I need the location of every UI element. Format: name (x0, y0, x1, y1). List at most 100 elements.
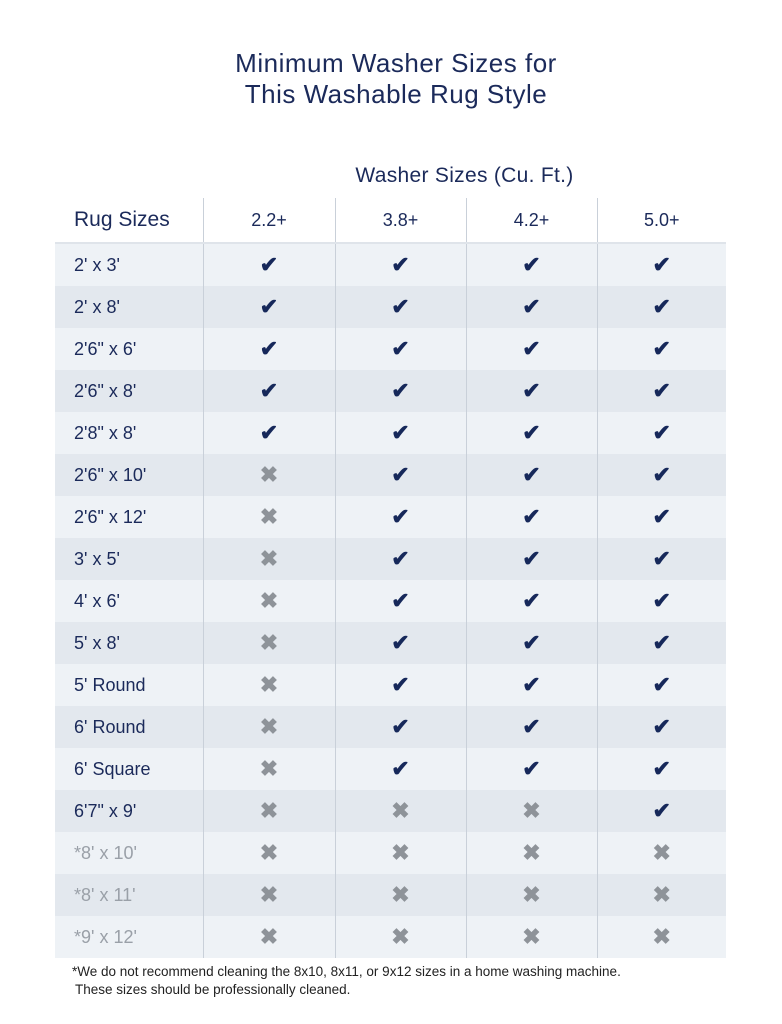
compatibility-cell: ✖ (202, 496, 335, 538)
rug-size-label: 6' Round (55, 706, 203, 748)
compatibility-cell: ✔ (465, 412, 597, 454)
rug-size-label: 3' x 5' (55, 538, 203, 580)
compatibility-cell: ✔ (465, 496, 597, 538)
checkmark-icon: ✔ (522, 420, 541, 445)
compatibility-cell: ✔ (334, 454, 466, 496)
checkmark-icon: ✔ (652, 252, 671, 277)
rug-size-label: 4' x 6' (55, 580, 203, 622)
rug-size-label: 2' x 8' (55, 286, 203, 328)
checkmark-icon: ✔ (391, 504, 410, 529)
x-icon: ✖ (522, 840, 541, 865)
table-row: *8' x 10' ✖ ✖ ✖ ✖ (55, 832, 726, 874)
table-row: 2'6" x 10' ✖ ✔ ✔ ✔ (55, 454, 726, 496)
rug-sizes-header: Rug Sizes (55, 198, 203, 244)
checkmark-icon: ✔ (522, 714, 541, 739)
compatibility-cell: ✔ (334, 538, 466, 580)
checkmark-icon: ✔ (391, 756, 410, 781)
table-row: 2' x 3' ✔ ✔ ✔ ✔ (55, 243, 726, 286)
compatibility-cell: ✔ (465, 538, 597, 580)
checkmark-icon: ✔ (522, 546, 541, 571)
x-icon: ✖ (652, 882, 671, 907)
checkmark-icon: ✔ (391, 378, 410, 403)
compatibility-cell: ✔ (465, 748, 597, 790)
checkmark-icon: ✔ (522, 336, 541, 361)
header-row: Rug Sizes 2.2+ 3.8+ 4.2+ 5.0+ (55, 198, 726, 244)
checkmark-icon: ✔ (652, 420, 671, 445)
checkmark-icon: ✔ (652, 756, 671, 781)
checkmark-icon: ✔ (652, 714, 671, 739)
table-row: 2'6" x 6' ✔ ✔ ✔ ✔ (55, 328, 726, 370)
column-header: 4.2+ (465, 198, 597, 244)
checkmark-icon: ✔ (391, 420, 410, 445)
compatibility-cell: ✖ (202, 832, 335, 874)
rug-size-label: 2'6" x 6' (55, 328, 203, 370)
compatibility-cell: ✔ (202, 370, 335, 412)
checkmark-icon: ✔ (522, 630, 541, 655)
compatibility-cell: ✔ (202, 412, 335, 454)
compatibility-cell: ✔ (596, 580, 726, 622)
checkmark-icon: ✔ (652, 378, 671, 403)
checkmark-icon: ✔ (522, 252, 541, 277)
compatibility-cell: ✔ (334, 706, 466, 748)
compatibility-cell: ✖ (465, 790, 597, 832)
compatibility-cell: ✔ (334, 580, 466, 622)
checkmark-icon: ✔ (391, 252, 410, 277)
compatibility-cell: ✔ (334, 622, 466, 664)
column-header: 2.2+ (202, 198, 335, 244)
footnote-line-1: *We do not recommend cleaning the 8x10, … (72, 964, 621, 979)
compatibility-cell: ✔ (334, 370, 466, 412)
compatibility-cell: ✔ (596, 790, 726, 832)
checkmark-icon: ✔ (391, 630, 410, 655)
rug-size-label: 2'6" x 10' (55, 454, 203, 496)
compatibility-cell: ✖ (202, 454, 335, 496)
compatibility-cell: ✔ (596, 538, 726, 580)
compatibility-cell: ✖ (465, 916, 597, 958)
x-icon: ✖ (391, 798, 410, 823)
checkmark-icon: ✔ (259, 294, 279, 319)
compatibility-cell: ✔ (334, 286, 466, 328)
x-icon: ✖ (259, 714, 279, 739)
table-row: 4' x 6' ✖ ✔ ✔ ✔ (55, 580, 726, 622)
table-row: 5' x 8' ✖ ✔ ✔ ✔ (55, 622, 726, 664)
checkmark-icon: ✔ (652, 504, 671, 529)
compatibility-cell: ✖ (202, 580, 335, 622)
x-icon: ✖ (522, 798, 541, 823)
compatibility-cell: ✖ (202, 538, 335, 580)
compatibility-cell: ✔ (202, 286, 335, 328)
checkmark-icon: ✔ (391, 714, 410, 739)
compatibility-cell: ✖ (334, 916, 466, 958)
table-row: 3' x 5' ✖ ✔ ✔ ✔ (55, 538, 726, 580)
x-icon: ✖ (259, 588, 279, 613)
x-icon: ✖ (259, 546, 279, 571)
compatibility-cell: ✔ (596, 412, 726, 454)
compatibility-cell: ✖ (202, 874, 335, 916)
checkmark-icon: ✔ (522, 756, 541, 781)
footnote: *We do not recommend cleaning the 8x10, … (72, 963, 621, 999)
rug-size-label: 2'6" x 8' (55, 370, 203, 412)
compatibility-cell: ✔ (596, 370, 726, 412)
checkmark-icon: ✔ (391, 672, 410, 697)
checkmark-icon: ✔ (652, 294, 671, 319)
compatibility-cell: ✔ (596, 454, 726, 496)
washer-size-table: Rug Sizes 2.2+ 3.8+ 4.2+ 5.0+ 2' x 3' ✔ ✔ ✔… (55, 198, 726, 958)
washer-sizes-header: Washer Sizes (Cu. Ft.) (355, 164, 574, 187)
compatibility-cell: ✖ (334, 790, 466, 832)
rug-size-label: 5' Round (55, 664, 203, 706)
compatibility-cell: ✔ (596, 664, 726, 706)
x-icon: ✖ (391, 924, 410, 949)
x-icon: ✖ (522, 924, 541, 949)
compatibility-cell: ✖ (202, 706, 335, 748)
checkmark-icon: ✔ (522, 378, 541, 403)
x-icon: ✖ (652, 924, 671, 949)
title-line-1: Minimum Washer Sizes for (235, 48, 557, 78)
compatibility-cell: ✔ (596, 496, 726, 538)
compatibility-cell: ✖ (596, 832, 726, 874)
checkmark-icon: ✔ (259, 378, 279, 403)
compatibility-cell: ✖ (202, 622, 335, 664)
compatibility-cell: ✔ (465, 328, 597, 370)
compatibility-cell: ✖ (202, 664, 335, 706)
checkmark-icon: ✔ (652, 798, 671, 823)
compatibility-cell: ✖ (202, 748, 335, 790)
rug-size-label: 6' Square (55, 748, 203, 790)
rug-size-label: 5' x 8' (55, 622, 203, 664)
